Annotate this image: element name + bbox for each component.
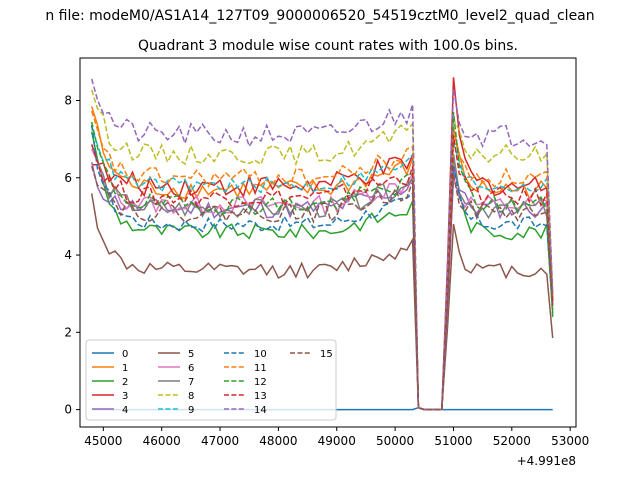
- series-line-5: [90, 193, 554, 411]
- x-tick-label: 47000: [201, 434, 239, 448]
- legend-label: 8: [188, 391, 194, 402]
- x-axis: 45000 46000 47000 48000 49000 50000 51000 52000…: [84, 427, 589, 448]
- x-tick-label: 53000: [551, 434, 589, 448]
- x-offset-label: +4.991e8: [517, 454, 576, 468]
- legend-label: 15: [320, 349, 333, 360]
- y-tick-label: 4: [64, 248, 72, 262]
- figure-suptitle: n file: modeM0/AS1A14_127T09_9000006520_…: [45, 8, 594, 24]
- legend-label: 11: [254, 363, 267, 374]
- y-axis: 0 2 4 6 8: [64, 94, 80, 417]
- y-tick-label: 6: [64, 171, 72, 185]
- legend-label: 1: [122, 363, 128, 374]
- series-line-14: [90, 78, 554, 411]
- chart-title: Quadrant 3 module wise count rates with …: [138, 38, 518, 54]
- legend-label: 6: [188, 363, 194, 374]
- legend-label: 3: [122, 391, 128, 402]
- legend-box: [85, 339, 337, 421]
- legend-label: 9: [188, 405, 194, 416]
- series-line-15: [90, 165, 554, 411]
- series-line-1: [90, 106, 554, 411]
- series-line-8: [90, 89, 554, 411]
- series-line-3: [91, 77, 554, 411]
- plot-lines: [90, 77, 554, 411]
- x-tick-label: 52000: [493, 434, 531, 448]
- x-tick-label: 49000: [318, 434, 356, 448]
- x-tick-label: 48000: [259, 434, 297, 448]
- x-tick-label: 51000: [434, 434, 472, 448]
- legend-label: 4: [122, 405, 128, 416]
- series-line-11: [90, 110, 554, 411]
- series-line-13: [90, 135, 554, 411]
- legend-label: 13: [254, 391, 267, 402]
- legend-label: 5: [188, 349, 194, 360]
- legend-label: 12: [254, 377, 267, 388]
- legend-label: 7: [188, 377, 194, 388]
- legend-label: 2: [122, 377, 128, 388]
- y-tick-label: 8: [64, 94, 72, 108]
- y-tick-label: 2: [64, 325, 72, 339]
- legend-label: 10: [254, 349, 267, 360]
- y-tick-label: 0: [64, 403, 72, 417]
- x-tick-label: 45000: [84, 434, 122, 448]
- series-line-2: [90, 131, 554, 411]
- plot-frame: [79, 57, 577, 428]
- legend-label: 14: [254, 405, 267, 416]
- series-line-9: [90, 126, 554, 411]
- x-tick-label: 46000: [143, 434, 181, 448]
- x-tick-label: 50000: [376, 434, 414, 448]
- legend-label: 0: [122, 349, 128, 360]
